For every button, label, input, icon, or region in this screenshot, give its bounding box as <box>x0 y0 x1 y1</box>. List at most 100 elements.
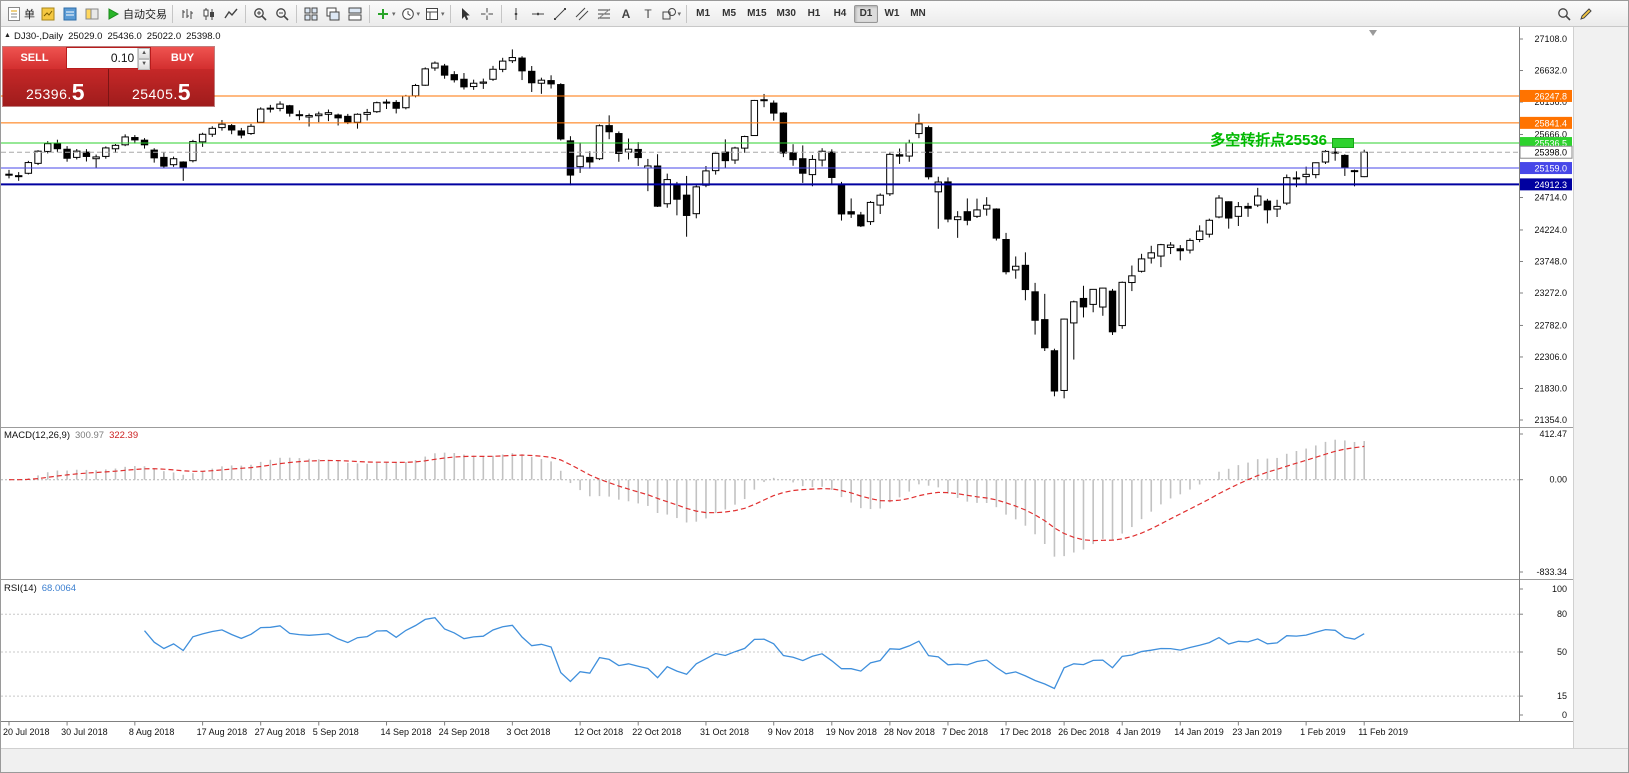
pane-frame <box>1 27 1573 722</box>
buy-button[interactable]: BUY <box>150 47 214 69</box>
macd-scale[interactable]: 412.47 0.00 -833.34 <box>1519 429 1567 577</box>
candle <box>644 158 652 192</box>
symbol-name: DJ30-,Daily <box>14 31 64 42</box>
timeframe-h4-button[interactable]: H4 <box>833 8 847 19</box>
timeframe-h1-button[interactable]: H1 <box>807 8 821 19</box>
fibo-icon <box>597 8 610 19</box>
toolbar-separator <box>172 4 173 23</box>
vertical-line-button[interactable] <box>505 3 527 25</box>
timeframe-m15-button[interactable]: M15 <box>747 8 767 19</box>
candle <box>595 124 604 161</box>
high-value: 25436.0 <box>107 31 142 42</box>
trendline-button[interactable] <box>549 3 571 25</box>
toolbar-separator <box>449 4 451 23</box>
price-level-badge-26247.8[interactable]: 26247.8 <box>1520 89 1572 102</box>
templates-button[interactable]: ▾ <box>422 3 447 25</box>
toolbar-separator <box>500 4 502 23</box>
candle <box>1041 293 1049 352</box>
candle <box>1234 202 1243 226</box>
time-tick-label: 1 Feb 2019 <box>1300 727 1346 737</box>
time-tick-label: 14 Jan 2019 <box>1174 727 1224 737</box>
zoom-out-button[interactable] <box>271 3 293 25</box>
cursor-button[interactable] <box>454 3 476 25</box>
bar-chart-button[interactable] <box>176 3 198 25</box>
shapes-button[interactable]: ▾ <box>659 3 684 25</box>
sell-button[interactable]: SELL <box>3 47 67 69</box>
price-level-badge-24912.3[interactable]: 24912.3 <box>1520 178 1572 191</box>
crosshair-button[interactable] <box>476 3 498 25</box>
auto-trading-button[interactable]: 自动交易 <box>103 3 169 25</box>
right-scroll-area <box>1573 27 1628 748</box>
fibonacci-button[interactable] <box>593 3 615 25</box>
timeframe-m30-button[interactable]: M30 <box>776 8 796 19</box>
timeframe-mn-button[interactable]: MN <box>910 8 926 19</box>
trade-panel-toggle-icon[interactable]: ▲ <box>4 32 11 39</box>
candle <box>847 198 855 218</box>
volume-decrease-button[interactable]: ▼ <box>138 59 150 70</box>
candle <box>982 197 991 216</box>
volume-stepper: ▲ ▼ <box>67 47 150 70</box>
indicator-plus-icon <box>378 8 388 19</box>
time-tick-label: 28 Nov 2018 <box>884 727 935 737</box>
chart-canvas[interactable]: 27108.0 26632.0 26156.0 25666.0 24714.0 24224… <box>1 27 1573 748</box>
annotation-marker-box[interactable] <box>1332 138 1354 148</box>
volume-input[interactable] <box>67 48 138 68</box>
chart-annotation-text[interactable]: 多空转折点25536 <box>1210 132 1327 149</box>
candle <box>934 176 942 229</box>
price-level-badge-25841.4[interactable]: 25841.4 <box>1520 116 1572 129</box>
data-window-button[interactable] <box>59 3 81 25</box>
level-badge-label: 24912.3 <box>1534 180 1567 190</box>
equidistant-channel-button[interactable] <box>571 3 593 25</box>
price-tick-label: 23272.0 <box>1534 288 1567 298</box>
candle <box>53 139 62 153</box>
candle <box>469 79 478 90</box>
indicators-button[interactable]: ▾ <box>373 3 398 25</box>
candle <box>1186 238 1194 254</box>
text-label-button[interactable]: T <box>637 3 659 25</box>
navigator-button[interactable] <box>81 3 103 25</box>
macd-tick-label: 0.00 <box>1549 475 1567 485</box>
order-icon <box>8 6 20 21</box>
candle <box>711 151 720 175</box>
candle <box>353 113 362 129</box>
time-tick-label: 19 Nov 2018 <box>826 727 877 737</box>
time-axis[interactable]: 20 Jul 2018 30 Jul 2018 8 Aug 2018 17 Aug 2… <box>3 721 1408 738</box>
price-level-badge-25159.0[interactable]: 25159.0 <box>1520 162 1572 175</box>
timeframe-m1-button[interactable]: M1 <box>696 8 711 19</box>
candle <box>808 155 817 187</box>
price-scale[interactable]: 27108.0 26632.0 26156.0 25666.0 24714.0 24224… <box>1519 34 1573 425</box>
candle <box>1331 147 1339 161</box>
dropdown-caret-icon: ▾ <box>416 10 421 18</box>
zoom-in-button[interactable] <box>249 3 271 25</box>
time-tick-label: 27 Aug 2018 <box>255 727 306 737</box>
line-chart-button[interactable] <box>220 3 242 25</box>
rsi-tick-label: 100 <box>1552 584 1567 594</box>
horizontal-line-button[interactable] <box>527 3 549 25</box>
candlestick-chart-button[interactable] <box>198 3 220 25</box>
candle <box>818 148 826 167</box>
chart-shift-marker[interactable] <box>1369 30 1377 36</box>
cascade-windows-button[interactable] <box>322 3 344 25</box>
market-watch-button[interactable] <box>37 3 59 25</box>
quick-edit-button[interactable] <box>1575 3 1597 25</box>
arrange-windows-button[interactable] <box>344 3 366 25</box>
time-tick-label: 8 Aug 2018 <box>129 727 175 737</box>
time-tick-label: 24 Sep 2018 <box>439 727 490 737</box>
bars-icon <box>182 8 193 19</box>
level-badge-label: 26247.8 <box>1534 91 1567 101</box>
timeframe-m5-button[interactable]: M5 <box>722 8 737 19</box>
sell-price-display[interactable]: 25396. 5 <box>3 69 109 106</box>
symbol-search-button[interactable] <box>1553 3 1575 25</box>
candle <box>508 49 517 64</box>
volume-increase-button[interactable]: ▲ <box>138 48 150 59</box>
timeframe-d1-button[interactable]: D1 <box>853 4 878 23</box>
cursor-icon <box>461 7 470 20</box>
timeframe-w1-button[interactable]: W1 <box>884 8 900 19</box>
buy-price-display[interactable]: 25405. 5 <box>131 79 192 105</box>
text-button[interactable]: A <box>615 3 637 25</box>
periods-button[interactable]: ▾ <box>398 3 423 25</box>
price-level-badge-25398.0[interactable]: 25398.0 <box>1519 145 1573 159</box>
new-order-button[interactable]: 单 <box>4 3 37 25</box>
tile-windows-button[interactable] <box>300 3 322 25</box>
rsi-scale[interactable]: 100 80 50 15 0 <box>1519 584 1567 720</box>
